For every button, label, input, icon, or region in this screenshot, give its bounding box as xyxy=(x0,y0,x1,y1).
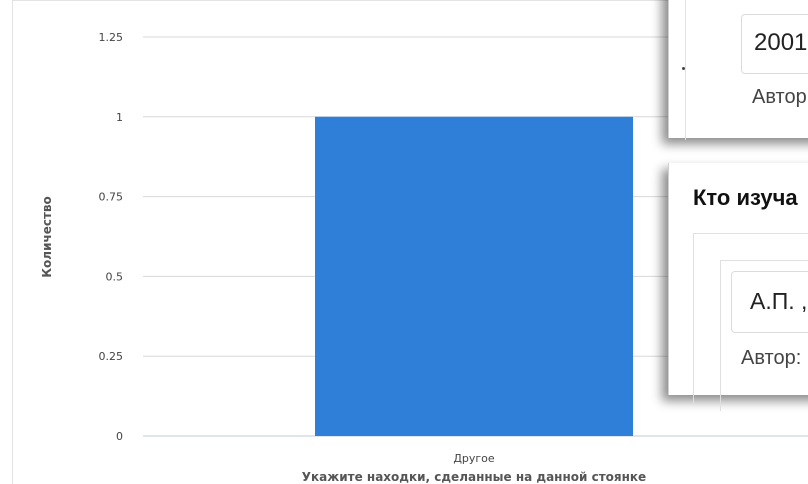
y-tick-label: 1.25 xyxy=(99,31,124,44)
y-axis-ticks: 0 0.25 0.5 0.75 1 1.25 xyxy=(99,31,124,443)
y-axis-title: Количество xyxy=(40,196,54,278)
answer-value: 2001 xyxy=(754,29,808,56)
bar-layer xyxy=(315,116,633,437)
x-category-label: Другое xyxy=(453,452,495,465)
y-tick-label: 0 xyxy=(116,430,123,443)
y-tick-label: 0.5 xyxy=(106,270,124,283)
y-tick-label: 0.75 xyxy=(99,191,124,204)
answer-value: А.П. , xyxy=(750,288,808,314)
answer-value-box: 2001 xyxy=(741,14,808,74)
year-answer-panel: 2001 Автор: xyxy=(668,0,808,140)
researcher-question-panel: Кто изуча А.П. , Автор: xyxy=(668,163,808,411)
answer-container: А.П. , Автор: xyxy=(720,260,808,411)
question-heading: Кто изуча xyxy=(693,185,798,210)
answers-container: А.П. , Автор: xyxy=(693,233,808,411)
author-label: Автор: xyxy=(752,86,808,108)
x-axis-categories: Другое xyxy=(453,452,495,465)
y-tick-label: 1 xyxy=(116,111,123,124)
bar-chart: 0 0.25 0.5 0.75 1 1.25 Другое Количество Укаж… xyxy=(40,31,808,484)
answer-value-box: А.П. , xyxy=(731,271,808,333)
author-label: Автор: xyxy=(741,347,802,369)
answer-container: 2001 Автор: xyxy=(682,0,808,140)
bar[interactable] xyxy=(315,116,633,437)
marker-dot xyxy=(682,67,685,70)
y-tick-label: 0.25 xyxy=(99,350,124,363)
x-axis-title: Укажите находки, сделанные на данной сто… xyxy=(302,470,646,484)
